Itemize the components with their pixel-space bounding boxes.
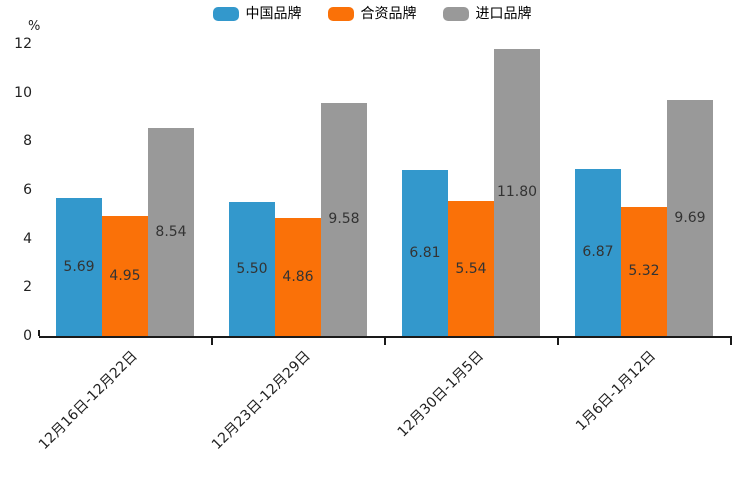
bar-series2-cat1: 9.58	[321, 102, 367, 336]
bar-series0-cat0: 5.69	[56, 197, 102, 336]
legend-item-2[interactable]: 进口品牌	[442, 5, 532, 23]
x-axis-tick	[556, 338, 559, 345]
legend-label: 合资品牌	[360, 6, 417, 22]
bar-value-label: 6.87	[582, 244, 614, 261]
legend-label: 进口品牌	[475, 6, 532, 22]
legend-swatch-icon	[442, 7, 469, 21]
x-axis-tick	[210, 338, 213, 345]
bar-series0-cat2: 6.81	[402, 170, 448, 336]
bar-series1-cat2: 5.54	[448, 201, 494, 336]
bar-value-label: 5.50	[236, 261, 268, 278]
bar-value-label: 9.69	[674, 210, 706, 227]
y-tick-label: 2	[23, 279, 32, 296]
bar-series2-cat0: 8.54	[148, 128, 194, 336]
legend-item-0[interactable]: 中国品牌	[212, 5, 302, 23]
bar-series1-cat1: 4.86	[275, 217, 321, 336]
bar-series1-cat0: 4.95	[102, 215, 148, 336]
y-tick-label: 6	[23, 182, 32, 198]
y-tick-label: 12	[14, 36, 32, 52]
x-axis-line	[38, 336, 732, 338]
y-tick-label: 8	[23, 133, 32, 150]
bar-value-label: 8.54	[155, 224, 187, 241]
bar-series0-cat3: 6.87	[575, 168, 621, 336]
y-tick-label: 4	[23, 230, 32, 247]
bar-value-label: 9.58	[328, 211, 360, 228]
x-axis-tick	[383, 338, 386, 345]
bar-series2-cat2: 11.80	[494, 48, 540, 336]
legend-swatch-icon	[212, 7, 239, 21]
y-tick-label: 0	[23, 328, 32, 344]
x-axis-tick	[37, 330, 40, 336]
bar-series2-cat3: 9.69	[667, 100, 713, 336]
y-tick-label: 10	[14, 84, 32, 101]
y-axis-unit-label: %	[28, 19, 41, 34]
bar-value-label: 5.32	[628, 263, 660, 280]
x-axis-tick	[729, 338, 732, 345]
legend-item-1[interactable]: 合资品牌	[327, 5, 417, 23]
legend-swatch-icon	[327, 7, 354, 21]
x-category-label: 12月16日-12月22日	[35, 348, 141, 453]
x-category-label: 1月6日-1月12日	[573, 348, 660, 435]
bar-series0-cat1: 5.50	[229, 202, 275, 336]
legend: 中国品牌 合资品牌 进口品牌	[0, 5, 744, 23]
bar-value-label: 5.69	[63, 258, 95, 275]
bar-series1-cat3: 5.32	[621, 206, 667, 336]
legend-label: 中国品牌	[245, 6, 302, 22]
bar-value-label: 4.86	[282, 268, 314, 285]
x-category-label: 12月23日-12月29日	[208, 348, 314, 453]
x-category-label: 12月30日-1月5日	[394, 348, 487, 441]
bar-value-label: 4.95	[109, 267, 141, 284]
bar-value-label: 11.80	[496, 184, 538, 201]
bar-value-label: 6.81	[409, 245, 441, 262]
bar-value-label: 5.54	[455, 260, 487, 277]
